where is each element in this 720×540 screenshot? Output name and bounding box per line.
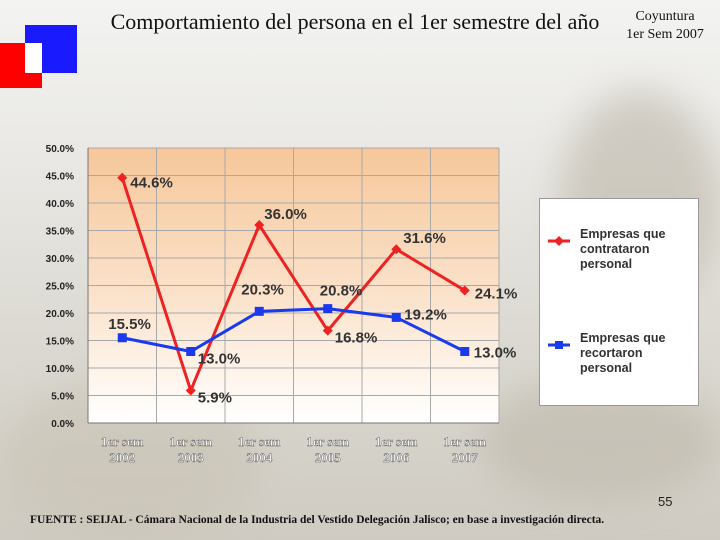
data-point-square [254, 306, 264, 316]
y-tick-label: 40.0% [46, 199, 74, 210]
x-tick-label: 1er sem 2005 [306, 434, 349, 465]
series-line-contrataron [120, 177, 466, 395]
y-tick-label: 35.0% [46, 227, 74, 238]
source-note: FUENTE : SEIJAL - Cámara Nacional de la … [30, 514, 605, 526]
y-tick-label: 0.0% [51, 419, 74, 430]
data-label: 36.0% [264, 206, 307, 223]
data-point-diamond [254, 220, 265, 230]
coyuntura-period: 1er Sem 2007 [626, 27, 704, 42]
data-label: 44.6% [130, 175, 173, 192]
y-tick-label: 45.0% [46, 172, 74, 183]
data-point-square [186, 347, 196, 356]
data-label: 20.3% [241, 281, 284, 298]
data-label: 31.6% [403, 230, 446, 247]
coyuntura-label: Coyuntura [635, 9, 695, 24]
y-tick-label: 20.0% [46, 309, 74, 320]
data-label: 24.1% [475, 285, 518, 302]
data-point-square [323, 304, 333, 314]
data-label: 13.0% [198, 351, 241, 368]
coyuntura-badge: Coyuntura 1er Sem 2007 [615, 8, 715, 44]
data-label: 16.8% [335, 330, 378, 347]
y-tick-label: 5.0% [51, 392, 74, 403]
y-tick-label: 10.0% [46, 364, 74, 375]
y-tick-label: 25.0% [46, 282, 74, 293]
x-tick-label: 1er sem 2004 [238, 434, 281, 465]
page-number: 55 [658, 494, 673, 509]
x-tick-label: 1er sem 2002 [101, 434, 144, 465]
y-tick-label: 15.0% [46, 337, 74, 348]
data-label: 5.9% [198, 390, 232, 407]
x-tick-label: 1er sem 2006 [375, 434, 418, 465]
data-label: 20.8% [320, 283, 363, 300]
slide-title: Comportamiento del persona en el 1er sem… [110, 9, 600, 34]
x-tick-label: 1er sem 2007 [443, 434, 486, 465]
x-tick-label: 1er sem 2003 [169, 434, 212, 465]
data-label: 19.2% [404, 306, 447, 323]
data-point-diamond [322, 325, 333, 336]
chart-legend: Empresas que contrataron personal Empres… [539, 198, 699, 406]
data-point-square [391, 312, 401, 322]
data-point-diamond [117, 172, 128, 183]
data-point-square [460, 347, 470, 356]
legend-swatch-red [548, 236, 570, 246]
y-tick-label: 30.0% [46, 254, 74, 265]
data-point-diamond [391, 244, 402, 255]
legend-label-contrataron: Empresas que contrataron personal [580, 227, 666, 271]
data-point-diamond [185, 385, 196, 396]
data-label: 15.5% [108, 316, 151, 333]
legend-swatch-blue [548, 341, 570, 349]
data-label: 13.0% [474, 345, 517, 362]
decorative-white-bar [25, 43, 42, 73]
data-point-diamond [459, 285, 470, 296]
data-point-square [117, 333, 127, 343]
legend-label-recortaron: Empresas que recortaron personal [580, 331, 666, 375]
series-line-recortaron [121, 307, 466, 354]
y-tick-label: 50.0% [46, 144, 74, 155]
